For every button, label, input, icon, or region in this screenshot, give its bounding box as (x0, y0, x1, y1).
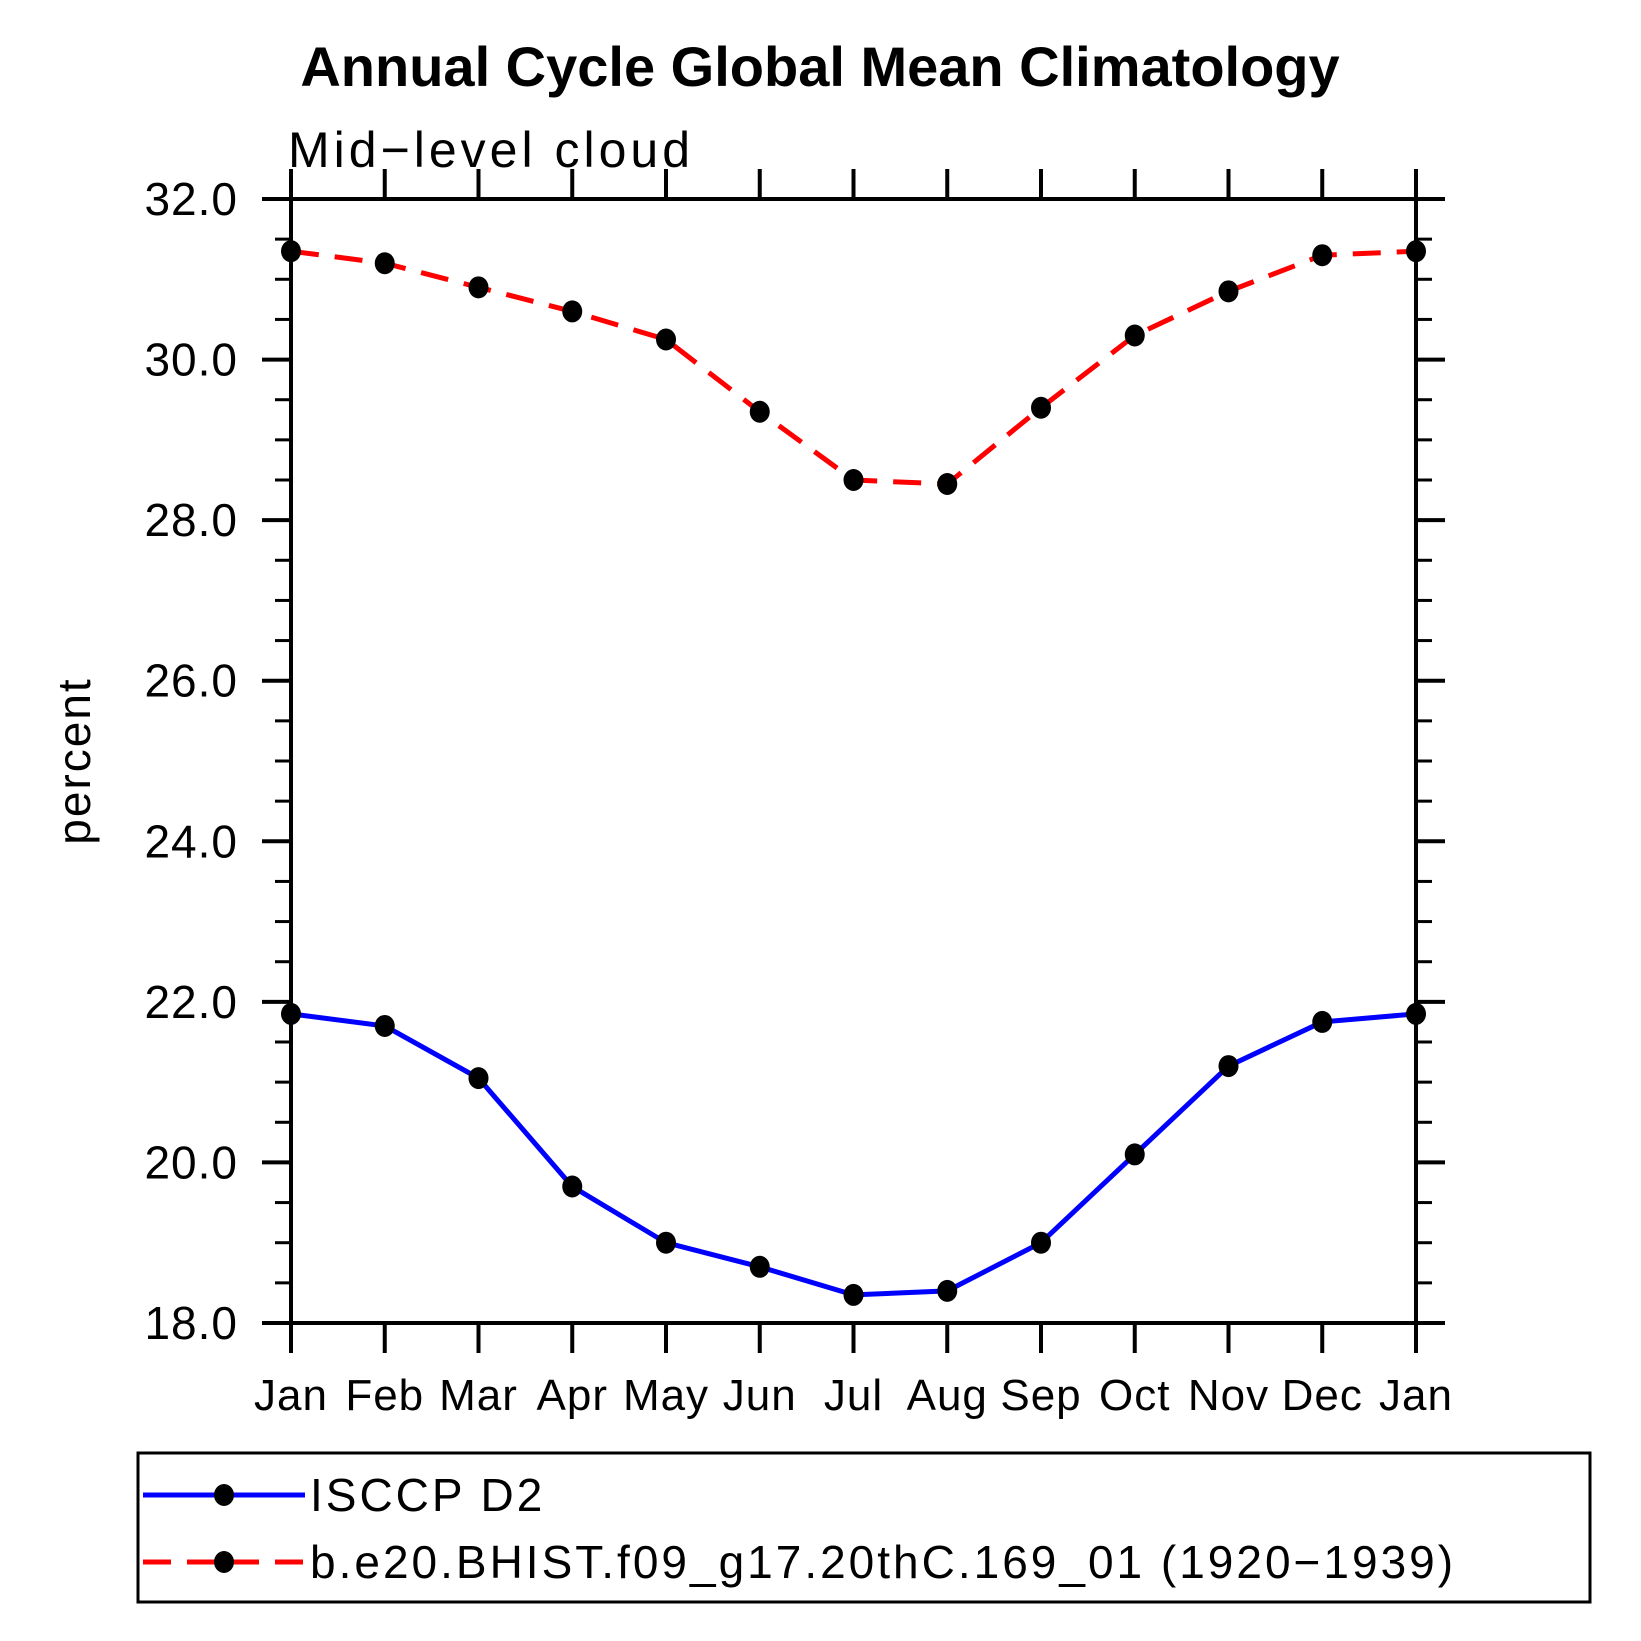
data-point-marker (1218, 280, 1239, 303)
y-tick-label: 28.0 (144, 494, 238, 546)
y-tick-label: 32.0 (144, 173, 238, 225)
series-line-1 (290, 248, 1417, 487)
y-tick-label: 24.0 (144, 815, 238, 867)
y-tick-label: 18.0 (144, 1297, 238, 1349)
legend-marker-dot (214, 1484, 234, 1506)
data-point-marker (656, 1231, 676, 1254)
chart-title: Annual Cycle Global Mean Climatology (300, 35, 1339, 98)
x-tick-label: Feb (345, 1371, 424, 1420)
x-tick-label: Aug (907, 1371, 988, 1420)
data-point-marker (281, 1002, 301, 1025)
y-axis-title: percent (48, 677, 100, 844)
x-tick-label: Dec (1282, 1371, 1363, 1420)
data-point-marker (749, 400, 770, 423)
x-tick-label: Oct (1099, 1371, 1170, 1420)
legend-marker-dot (214, 1551, 234, 1573)
data-point-marker (1312, 244, 1333, 267)
data-point-marker (843, 1283, 864, 1306)
data-point-marker (1124, 1143, 1145, 1166)
x-tick-label: Apr (537, 1371, 608, 1420)
data-point-marker (374, 1014, 395, 1037)
data-point-marker (281, 240, 301, 263)
legend-label-model: b.e20.BHIST.f09_g17.20thC.169_01 (1920−1… (310, 1536, 1456, 1588)
x-tick-label: Nov (1188, 1371, 1269, 1420)
y-tick-label: 30.0 (144, 334, 238, 386)
data-point-marker (749, 1255, 770, 1278)
legend-label-isccp: ISCCP D2 (310, 1469, 545, 1521)
data-point-marker (562, 1175, 583, 1198)
data-point-marker (1406, 240, 1426, 263)
y-tick-label: 26.0 (144, 655, 238, 707)
data-point-marker (843, 469, 864, 491)
data-point-marker (1218, 1055, 1239, 1078)
legend-border (136, 1451, 1592, 1604)
x-tick-label: Mar (439, 1371, 518, 1420)
legend-item-isccp: ISCCP D2 (143, 1469, 545, 1521)
data-point-marker (468, 276, 489, 299)
x-tick-label: Jan (254, 1371, 328, 1420)
x-tick-label: May (623, 1371, 709, 1420)
chart-subtitle: Mid−level cloud (288, 122, 694, 178)
data-point-marker (374, 252, 395, 275)
x-tick-label: Jan (1379, 1371, 1453, 1420)
plot-frame (289, 197, 1418, 1325)
data-point-marker (656, 328, 676, 351)
data-point-marker (1406, 1002, 1426, 1025)
legend-item-model: b.e20.BHIST.f09_g17.20thC.169_01 (1920−1… (143, 1536, 1456, 1588)
x-tick-label: Sep (1000, 1371, 1081, 1420)
data-point-marker (468, 1067, 489, 1090)
y-tick-label: 22.0 (144, 976, 238, 1028)
x-tick-label: Jul (824, 1371, 883, 1420)
data-point-marker (937, 1279, 958, 1302)
data-point-marker (937, 473, 958, 496)
x-tick-label: Jun (723, 1371, 797, 1420)
data-point-marker (562, 300, 583, 323)
plot-area: 18.0 20.0 22.0 24.0 26.0 28.0 30.0 32.0 Jan Feb Ma… (144, 169, 1453, 1420)
legend-box: ISCCP D2 b.e20.BHIST.f09_g17.20thC.169_0… (136, 1451, 1592, 1604)
data-point-marker (1031, 396, 1051, 419)
data-point-marker (1312, 1010, 1333, 1033)
data-point-marker (1031, 1231, 1051, 1254)
series-line-0 (290, 1011, 1417, 1298)
data-point-marker (1124, 324, 1145, 347)
y-tick-label: 20.0 (144, 1136, 238, 1188)
